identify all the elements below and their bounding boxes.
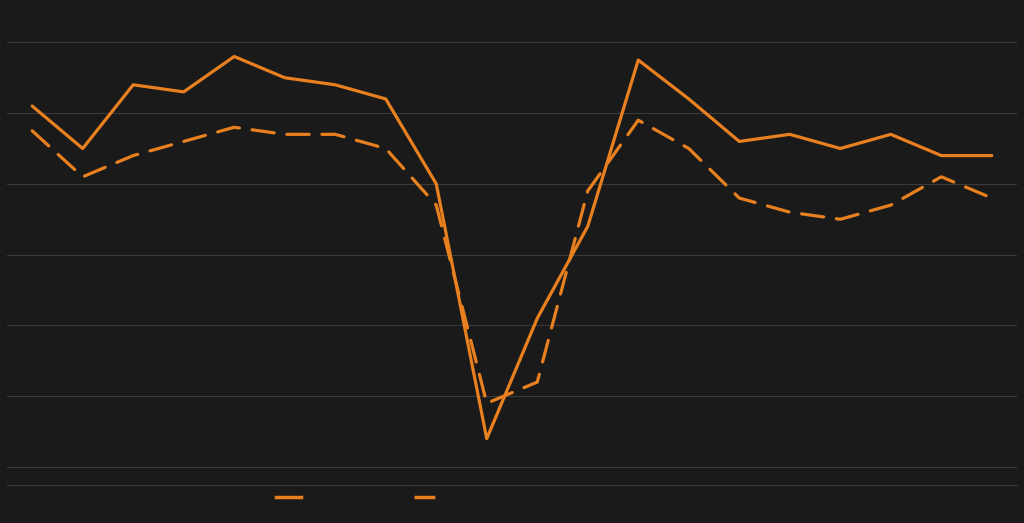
Legend: , : ,: [271, 486, 445, 511]
